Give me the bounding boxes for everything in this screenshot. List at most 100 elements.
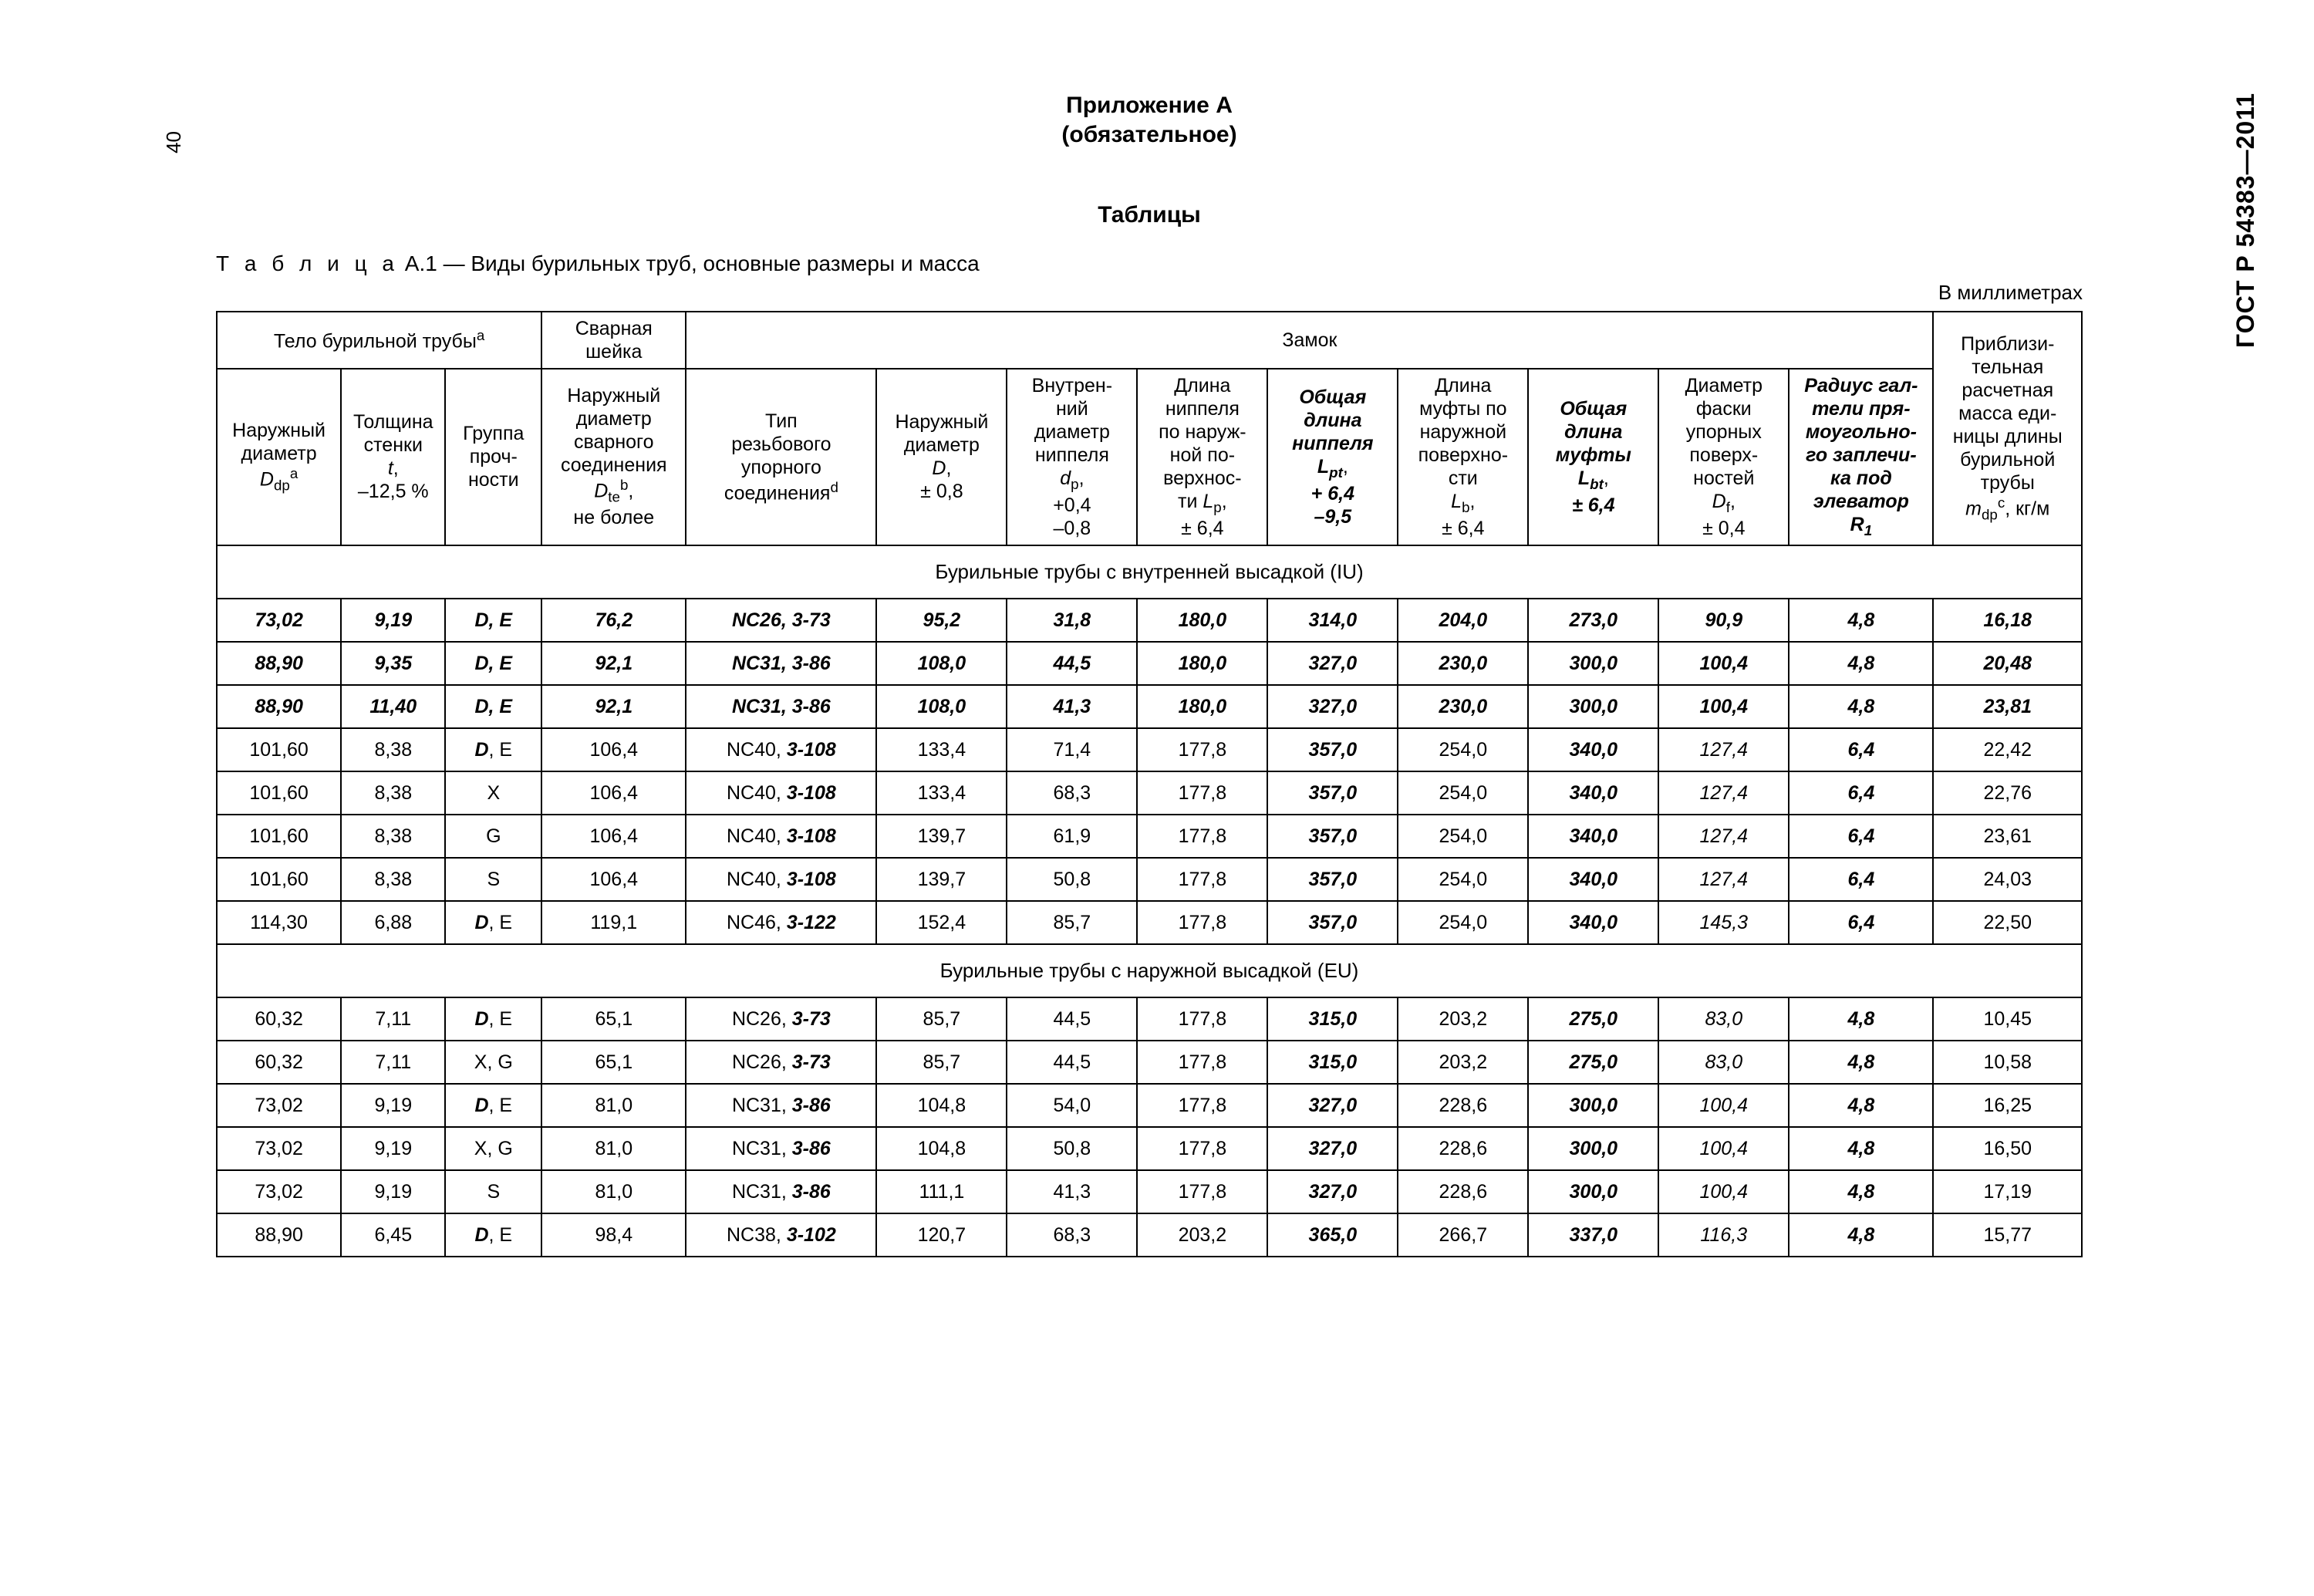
table-cell: NC31, 3-86 [686,1127,876,1170]
table-cell: 127,4 [1658,728,1789,771]
table-cell: D, E [445,685,541,728]
table-cell: NC31, 3-86 [686,642,876,685]
table-cell: 81,0 [541,1127,686,1170]
table-cell: 24,03 [1933,858,2082,901]
table-row: 88,909,35D, E92,1NC31, 3-86108,044,5180,… [217,642,2082,685]
table-cell: 8,38 [341,815,445,858]
table-cell: 300,0 [1528,642,1658,685]
table-row: 101,608,38G106,4NC40, 3-108139,761,9177,… [217,815,2082,858]
table-cell: 22,42 [1933,728,2082,771]
section-row: Бурильные трубы с внутренней высадкой (I… [217,545,2082,599]
table-row: 60,327,11D, E65,1NC26, 3-7385,744,5177,8… [217,997,2082,1041]
section-row: Бурильные трубы с наружной высадкой (EU) [217,944,2082,997]
table-cell: 6,45 [341,1213,445,1257]
table-cell: 177,8 [1137,1170,1267,1213]
table-cell: 230,0 [1398,642,1528,685]
table-cell: 203,2 [1137,1213,1267,1257]
table-cell: 340,0 [1528,901,1658,944]
table-cell: 4,8 [1789,1213,1933,1257]
table-cell: 6,88 [341,901,445,944]
table-cell: 81,0 [541,1170,686,1213]
table-cell: D, E [445,728,541,771]
table-cell: 73,02 [217,1170,341,1213]
table-cell: 273,0 [1528,599,1658,642]
table-cell: 357,0 [1267,728,1398,771]
table-cell: D, E [445,642,541,685]
table-row: 101,608,38D, E106,4NC40, 3-108133,471,41… [217,728,2082,771]
table-cell: 357,0 [1267,901,1398,944]
hdr-c5: Тип резьбового упорного соединенияd [686,369,876,545]
table-cell: X [445,771,541,815]
table-cell: 133,4 [876,728,1007,771]
table-cell: S [445,1170,541,1213]
table-cell: 327,0 [1267,642,1398,685]
table-cell: 204,0 [1398,599,1528,642]
table-cell: 139,7 [876,815,1007,858]
tables-heading: Таблицы [216,202,2083,228]
table-row: 114,306,88D, E119,1NC46, 3-122152,485,71… [217,901,2082,944]
table-cell: NC31, 3-86 [686,1170,876,1213]
table-cell: 327,0 [1267,1170,1398,1213]
table-cell: 337,0 [1528,1213,1658,1257]
table-cell: 81,0 [541,1084,686,1127]
table-cell: 20,48 [1933,642,2082,685]
table-cell: D, E [445,901,541,944]
page-number: 40 [162,131,186,154]
table-cell: 254,0 [1398,901,1528,944]
table-cell: 114,30 [217,901,341,944]
table-cell: 254,0 [1398,858,1528,901]
table-cell: 98,4 [541,1213,686,1257]
table-row: 73,029,19X, G81,0NC31, 3-86104,850,8177,… [217,1127,2082,1170]
table-cell: 44,5 [1007,997,1137,1041]
table-row: 88,9011,40D, E92,1NC31, 3-86108,041,3180… [217,685,2082,728]
table-row: 60,327,11X, G65,1NC26, 3-7385,744,5177,8… [217,1041,2082,1084]
section-cell: Бурильные трубы с внутренней высадкой (I… [217,545,2082,599]
table-cell: 357,0 [1267,815,1398,858]
table-cell: 9,19 [341,1084,445,1127]
header-row-1: Тело бурильной трубыa Сварная шейка Замо… [217,312,2082,369]
table-cell: 11,40 [341,685,445,728]
table-cell: 177,8 [1137,1127,1267,1170]
table-row: 73,029,19S81,0NC31, 3-86111,141,3177,832… [217,1170,2082,1213]
table-cell: 9,19 [341,599,445,642]
table-cell: 54,0 [1007,1084,1137,1127]
hdr-c1: Наружный диаметр Ddpa [217,369,341,545]
table-cell: 106,4 [541,815,686,858]
table-cell: NC26, 3-73 [686,997,876,1041]
table-cell: 254,0 [1398,815,1528,858]
table-cell: 10,58 [1933,1041,2082,1084]
table-cell: 16,50 [1933,1127,2082,1170]
table-cell: 127,4 [1658,815,1789,858]
table-cell: 100,4 [1658,1127,1789,1170]
table-cell: 177,8 [1137,858,1267,901]
table-cell: 60,32 [217,997,341,1041]
table-cell: NC31, 3-86 [686,1084,876,1127]
drill-pipe-table: Тело бурильной трубыa Сварная шейка Замо… [216,311,2083,1257]
hdr-mass: Приблизи- тельная расчетная масса еди- н… [1933,312,2082,545]
appendix-title: Приложение А [216,93,2083,119]
units-label: В миллиметрах [216,281,2083,305]
table-cell: 17,19 [1933,1170,2082,1213]
table-cell: 177,8 [1137,1084,1267,1127]
table-cell: 177,8 [1137,997,1267,1041]
table-cell: 44,5 [1007,642,1137,685]
table-cell: 8,38 [341,858,445,901]
table-cell: 73,02 [217,1084,341,1127]
table-cell: G [445,815,541,858]
table-cell: 357,0 [1267,858,1398,901]
table-cell: NC38, 3-102 [686,1213,876,1257]
table-body: Бурильные трубы с внутренней высадкой (I… [217,545,2082,1257]
table-cell: 327,0 [1267,1127,1398,1170]
table-cell: 119,1 [541,901,686,944]
table-cell: 100,4 [1658,642,1789,685]
table-cell: 300,0 [1528,1127,1658,1170]
table-cell: 23,61 [1933,815,2082,858]
table-cell: 71,4 [1007,728,1137,771]
header-row-2: Наружный диаметр Ddpa Толщина стенки t, … [217,369,2082,545]
table-cell: 61,9 [1007,815,1137,858]
table-cell: 88,90 [217,1213,341,1257]
table-cell: 104,8 [876,1084,1007,1127]
table-cell: D, E [445,1213,541,1257]
hdr-lock-group: Замок [686,312,1933,369]
table-cell: NC26, 3-73 [686,599,876,642]
